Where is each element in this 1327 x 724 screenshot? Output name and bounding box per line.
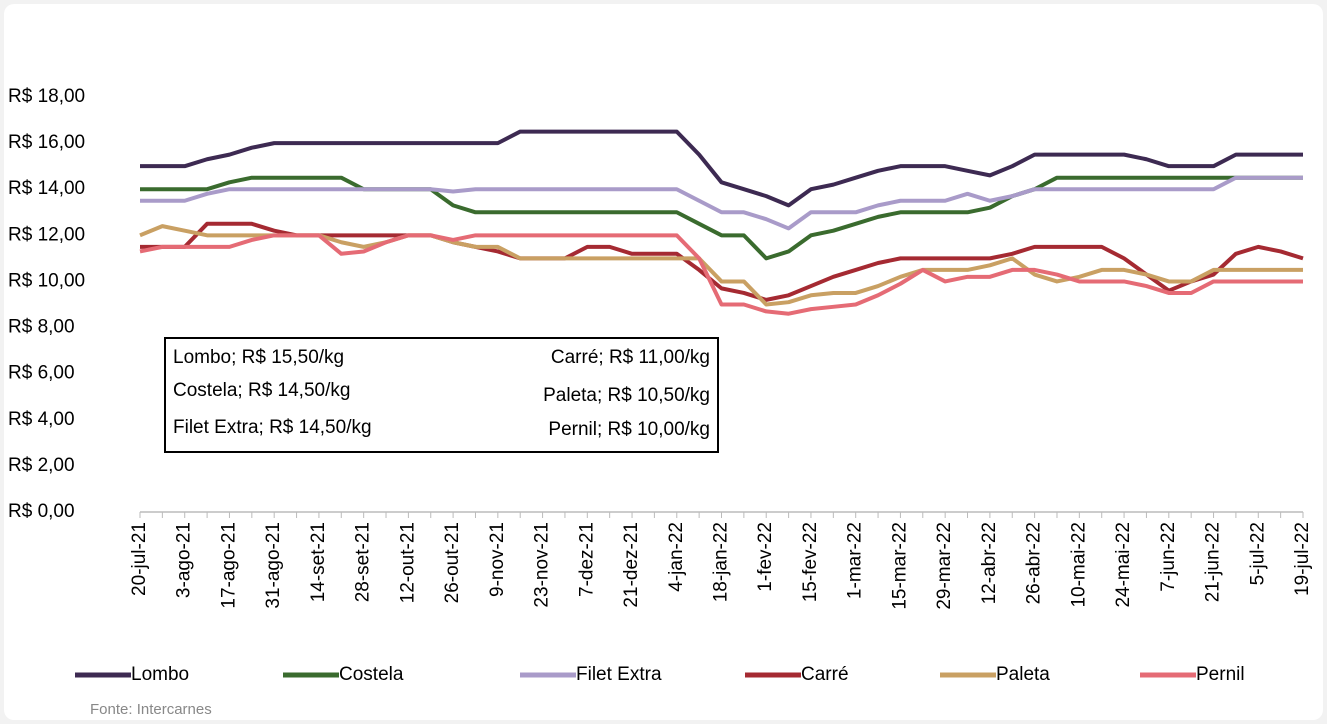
annotation-box [164,337,719,453]
x-tick-label: 28-set-21 [353,522,374,602]
annotation: Pernil; R$ 10,00/kg [548,419,710,440]
legend-label: Filet Extra [576,664,662,685]
y-tick-label: R$ 10,00 [8,270,85,291]
legend-label: Carré [801,664,849,685]
y-tick-label: R$ 8,00 [8,317,75,338]
series-line [140,175,1303,231]
source: Fonte: Intercarnes [90,701,212,718]
x-tick-label: 1-mar-22 [845,522,866,599]
legend-label: Lombo [131,664,189,685]
x-tick-label: 15-fev-22 [800,522,821,602]
x-tick-label: 9-nov-21 [487,522,508,597]
y-tick-label: R$ 4,00 [8,409,75,430]
x-tick-label: 7-jun-22 [1158,522,1179,592]
y-tick-label: R$ 12,00 [8,224,85,245]
y-tick-label: R$ 6,00 [8,363,75,384]
legend-label: Pernil [1196,664,1245,685]
x-tick-label: 18-jan-22 [711,522,732,602]
legend-label: Costela [339,664,404,685]
x-tick-label: 31-ago-21 [263,522,284,609]
series-line [139,233,1303,316]
x-tick-label: 23-nov-21 [532,522,553,608]
x-tick-label: 29-mar-22 [934,522,955,610]
x-tick-label: 24-mai-22 [1113,522,1134,608]
annotation: Paleta; R$ 10,50/kg [543,385,710,406]
y-tick-label: R$ 16,00 [8,132,85,153]
y-tick-label: R$ 14,00 [8,178,85,199]
x-tick-label: 17-ago-21 [218,522,239,609]
card [4,4,1323,720]
x-tick-label: 4-jan-22 [666,522,687,592]
annotation: Filet Extra; R$ 14,50/kg [173,417,372,438]
x-tick-label: 10-mai-22 [1068,522,1089,608]
x-tick-label: 21-jun-22 [1203,522,1224,602]
series-line [140,129,1303,208]
legend-label: Paleta [996,664,1050,685]
y-tick-label: R$ 18,00 [8,86,85,107]
series-line [139,224,1303,307]
x-tick-label: 26-abr-22 [1024,522,1045,604]
x-tick-label: 20-jul-21 [129,522,150,596]
annotation: Lombo; R$ 15,50/kg [173,347,344,368]
x-tick-label: 1-fev-22 [755,522,776,592]
y-tick-label: R$ 0,00 [8,501,75,522]
series-line [140,175,1303,261]
x-tick-label: 15-mar-22 [889,522,910,610]
x-tick-label: 21-dez-21 [621,522,642,608]
annotation: Costela; R$ 14,50/kg [173,380,350,401]
series-line [140,221,1304,302]
x-tick-label: 5-jul-22 [1247,522,1268,585]
x-tick-label: 26-out-21 [442,522,463,603]
x-tick-label: 12-out-21 [397,522,418,603]
annotation: Carré; R$ 11,00/kg [551,347,710,368]
x-tick-label: 14-set-21 [308,522,329,602]
x-tick-label: 3-ago-21 [174,522,195,598]
y-tick-label: R$ 2,00 [8,455,75,476]
x-tick-label: 7-dez-21 [576,522,597,597]
x-tick-label: 12-abr-22 [979,522,1000,604]
x-tick-label: 19-jul-22 [1292,522,1313,596]
